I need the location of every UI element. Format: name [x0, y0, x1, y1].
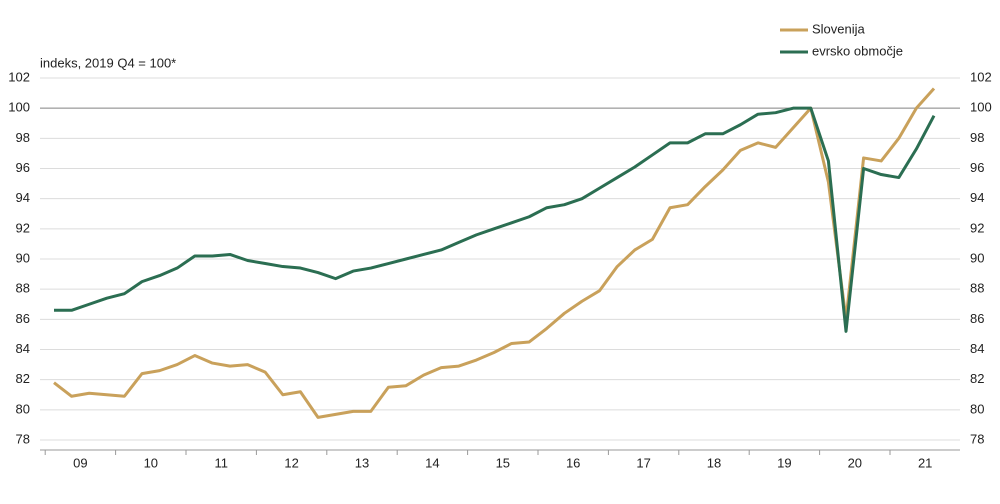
x-tick-label: 21	[918, 455, 932, 470]
y2-tick-label: 84	[970, 341, 984, 356]
line-series	[54, 106, 936, 333]
x-tick-label: 15	[496, 455, 510, 470]
y-tick-label: 78	[16, 431, 30, 446]
x-tick-label: 16	[566, 455, 580, 470]
y-tick-label: 86	[16, 311, 30, 326]
legend-label: Slovenija	[812, 21, 866, 36]
y-tick-label: 100	[8, 100, 30, 115]
y2-tick-label: 78	[970, 431, 984, 446]
y2-tick-label: 98	[970, 130, 984, 145]
y-tick-label: 84	[16, 341, 30, 356]
line-series	[53, 87, 936, 419]
y-tick-label: 96	[16, 160, 30, 175]
y-tick-label: 102	[8, 69, 30, 84]
y2-tick-label: 94	[970, 190, 984, 205]
y2-tick-label: 92	[970, 220, 984, 235]
x-tick-label: 13	[355, 455, 369, 470]
y2-tick-label: 90	[970, 250, 984, 265]
y2-tick-label: 82	[970, 371, 984, 386]
x-tick-label: 09	[73, 455, 87, 470]
y-tick-label: 92	[16, 220, 30, 235]
x-tick-label: 20	[848, 455, 862, 470]
y-tick-label: 80	[16, 401, 30, 416]
x-tick-label: 10	[144, 455, 158, 470]
x-tick-label: 17	[636, 455, 650, 470]
x-tick-label: 18	[707, 455, 721, 470]
y2-tick-label: 88	[970, 281, 984, 296]
y2-tick-label: 100	[970, 100, 992, 115]
y2-tick-label: 86	[970, 311, 984, 326]
y-tick-label: 82	[16, 371, 30, 386]
legend-label: evrsko območje	[812, 43, 903, 58]
x-tick-label: 14	[425, 455, 439, 470]
y-tick-label: 88	[16, 281, 30, 296]
y2-tick-label: 96	[970, 160, 984, 175]
axis-label: indeks, 2019 Q4 = 100*	[40, 55, 176, 70]
y-tick-label: 94	[16, 190, 30, 205]
y-tick-label: 98	[16, 130, 30, 145]
y2-tick-label: 102	[970, 69, 992, 84]
x-tick-label: 12	[284, 455, 298, 470]
x-tick-label: 11	[214, 455, 228, 470]
y2-tick-label: 80	[970, 401, 984, 416]
x-tick-label: 19	[777, 455, 791, 470]
y-tick-label: 90	[16, 250, 30, 265]
